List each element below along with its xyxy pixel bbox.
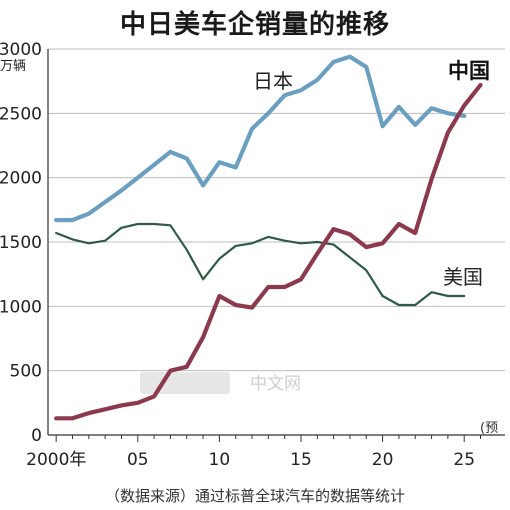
series-line-china (54, 82, 483, 421)
y-tick-label: 500 (10, 362, 42, 382)
projection-note: (预 (480, 421, 498, 436)
tick-labels: 0 500 1000 1500 2000 2500 3000 2000年 05 10 15 20 25 (0, 40, 475, 470)
x-tick-label: 10 (209, 450, 231, 470)
x-tick-label: 05 (127, 450, 149, 470)
y-tick-label: 1500 (0, 233, 42, 253)
watermark-seal (140, 372, 230, 394)
x-tick-label: 25 (453, 450, 475, 470)
x-tick-label: 15 (290, 450, 312, 470)
series-line-usa (55, 222, 466, 307)
y-tick-label: 2000 (0, 169, 42, 189)
x-tick-label: 20 (372, 450, 394, 470)
series-label-japan: 日本 (253, 69, 293, 93)
watermark-text: 中文网 (250, 374, 301, 394)
y-tick-label: 3000 (0, 40, 42, 60)
y-tick-label: 2500 (0, 104, 42, 124)
source-note: （数据来源）通过标普全球汽车的数据等统计 (104, 487, 405, 505)
series-line-japan (54, 54, 467, 223)
y-tick-label: 0 (31, 426, 42, 446)
watermark-logo: 中文网 (140, 372, 301, 394)
grid-lines (48, 48, 505, 372)
y-tick-label: 1000 (0, 297, 42, 317)
y-unit-label: 万辆 (0, 59, 26, 74)
series-label-usa: 美国 (443, 265, 483, 289)
series-label-china: 中国 (448, 59, 490, 83)
x-tick-label: 2000年 (26, 450, 86, 470)
chart-title: 中日美车企销量的推移 (119, 10, 390, 40)
axes (47, 49, 505, 442)
series-lines (54, 54, 483, 421)
